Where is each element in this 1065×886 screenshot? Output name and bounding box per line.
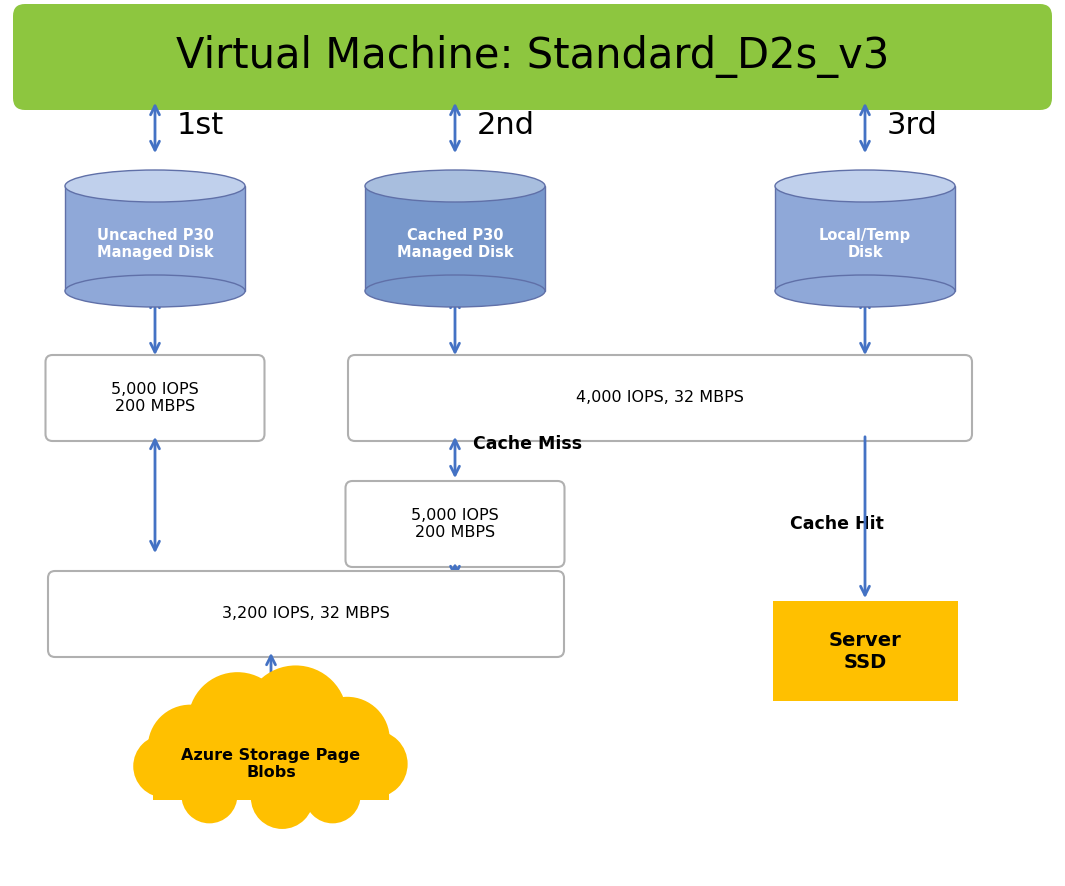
FancyBboxPatch shape <box>48 571 564 657</box>
Text: Server
SSD: Server SSD <box>829 631 901 672</box>
Polygon shape <box>153 739 389 800</box>
Text: 5,000 IOPS
200 MBPS: 5,000 IOPS 200 MBPS <box>111 382 199 414</box>
Text: 3rd: 3rd <box>887 112 938 141</box>
Circle shape <box>305 696 390 782</box>
Text: Cached P30
Managed Disk: Cached P30 Managed Disk <box>396 228 513 260</box>
Ellipse shape <box>65 275 245 307</box>
Circle shape <box>244 665 347 768</box>
Text: Cache Hit: Cache Hit <box>790 515 884 533</box>
FancyBboxPatch shape <box>348 355 972 441</box>
Circle shape <box>148 704 233 789</box>
FancyBboxPatch shape <box>345 481 564 567</box>
Text: Cache Miss: Cache Miss <box>473 435 583 453</box>
FancyBboxPatch shape <box>772 601 957 701</box>
FancyBboxPatch shape <box>13 4 1052 110</box>
Text: 3,200 IOPS, 32 MBPS: 3,200 IOPS, 32 MBPS <box>223 607 390 621</box>
Ellipse shape <box>775 170 955 202</box>
Circle shape <box>133 734 196 797</box>
Text: 4,000 IOPS, 32 MBPS: 4,000 IOPS, 32 MBPS <box>576 391 744 406</box>
Polygon shape <box>775 186 955 291</box>
Circle shape <box>341 730 408 797</box>
Text: Local/Temp
Disk: Local/Temp Disk <box>819 228 911 260</box>
Ellipse shape <box>65 170 245 202</box>
Ellipse shape <box>365 170 545 202</box>
Circle shape <box>251 766 313 829</box>
Ellipse shape <box>365 275 545 307</box>
Circle shape <box>181 767 237 823</box>
Circle shape <box>305 767 361 823</box>
Text: Virtual Machine: Standard_D2s_v3: Virtual Machine: Standard_D2s_v3 <box>176 35 889 79</box>
Polygon shape <box>365 186 545 291</box>
Text: 2nd: 2nd <box>477 112 535 141</box>
Ellipse shape <box>775 275 955 307</box>
Circle shape <box>189 672 286 771</box>
Text: 1st: 1st <box>177 112 225 141</box>
Polygon shape <box>65 186 245 291</box>
FancyBboxPatch shape <box>46 355 264 441</box>
Text: 5,000 IOPS
200 MBPS: 5,000 IOPS 200 MBPS <box>411 508 498 540</box>
Text: Uncached P30
Managed Disk: Uncached P30 Managed Disk <box>97 228 213 260</box>
Text: Azure Storage Page
Blobs: Azure Storage Page Blobs <box>181 748 361 781</box>
